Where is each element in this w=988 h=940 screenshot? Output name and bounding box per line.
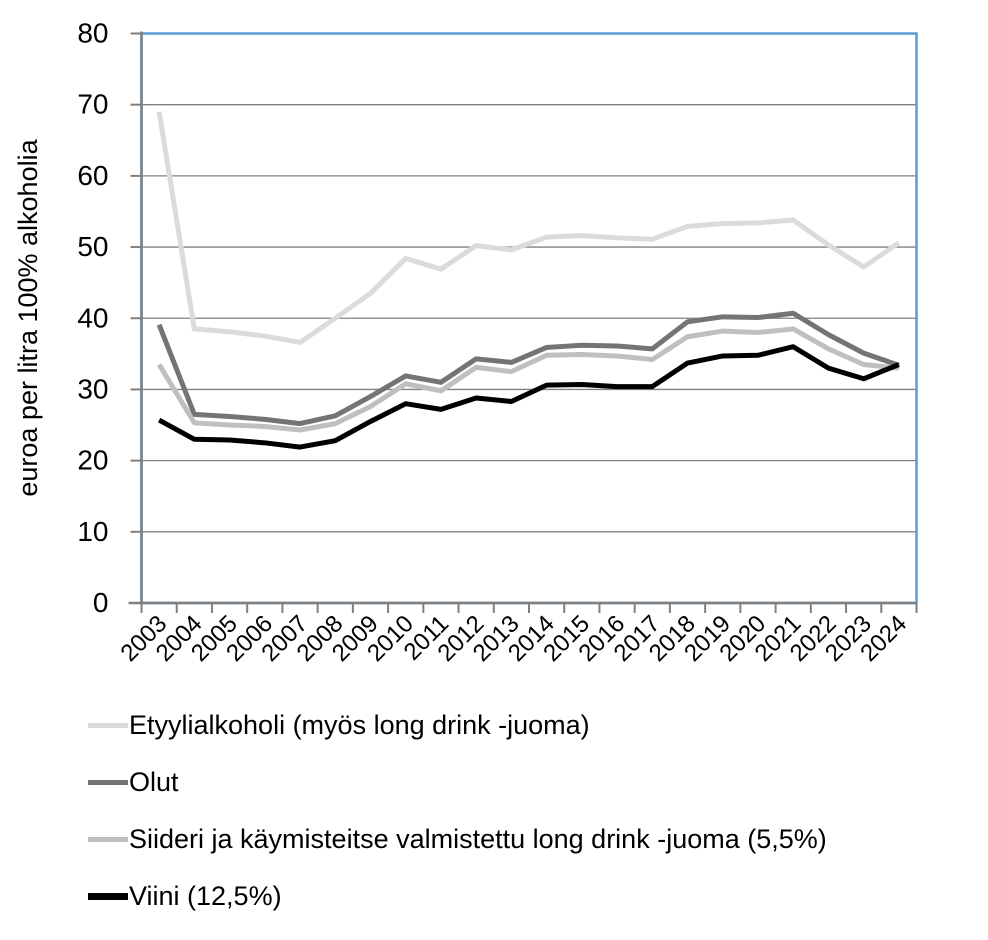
y-tick-label: 50 xyxy=(77,231,108,262)
y-tick-label: 30 xyxy=(77,373,108,404)
series-line-siideri xyxy=(156,326,900,433)
legend-item-siideri: Siideri ja käymisteitse valmistettu long… xyxy=(88,811,968,868)
legend-swatch-etyylialkoholi xyxy=(88,723,128,728)
y-tick-label: 80 xyxy=(77,18,108,49)
legend-swatch-siideri xyxy=(88,837,128,842)
legend-item-viini: Viini (12,5%) xyxy=(88,868,968,925)
y-tick-label: 60 xyxy=(77,160,108,191)
legend-label-olut: Olut xyxy=(129,767,179,797)
y-tick-label: 40 xyxy=(77,302,108,333)
y-tick-label: 70 xyxy=(77,89,108,120)
y-tick-label: 0 xyxy=(93,587,109,618)
plot-area: 0102030405060708020032004200520062007200… xyxy=(77,18,918,667)
series-line-viini xyxy=(157,344,900,450)
y-tick-label: 20 xyxy=(77,445,108,476)
legend-label-viini: Viini (12,5%) xyxy=(129,881,282,911)
legend-swatch-olut xyxy=(88,780,128,785)
legend-item-olut: Olut xyxy=(88,754,968,811)
legend-label-etyylialkoholi: Etyylialkoholi (myös long drink -juoma) xyxy=(129,710,590,740)
series-line-etyylialkoholi xyxy=(156,111,901,345)
legend: Etyylialkoholi (myös long drink -juoma) … xyxy=(88,697,968,925)
legend-swatch-viini xyxy=(88,893,128,900)
y-tick-label: 10 xyxy=(77,516,108,547)
legend-item-etyylialkoholi: Etyylialkoholi (myös long drink -juoma) xyxy=(88,697,968,754)
series-line-olut xyxy=(156,310,900,427)
legend-label-siideri: Siideri ja käymisteitse valmistettu long… xyxy=(129,824,827,854)
